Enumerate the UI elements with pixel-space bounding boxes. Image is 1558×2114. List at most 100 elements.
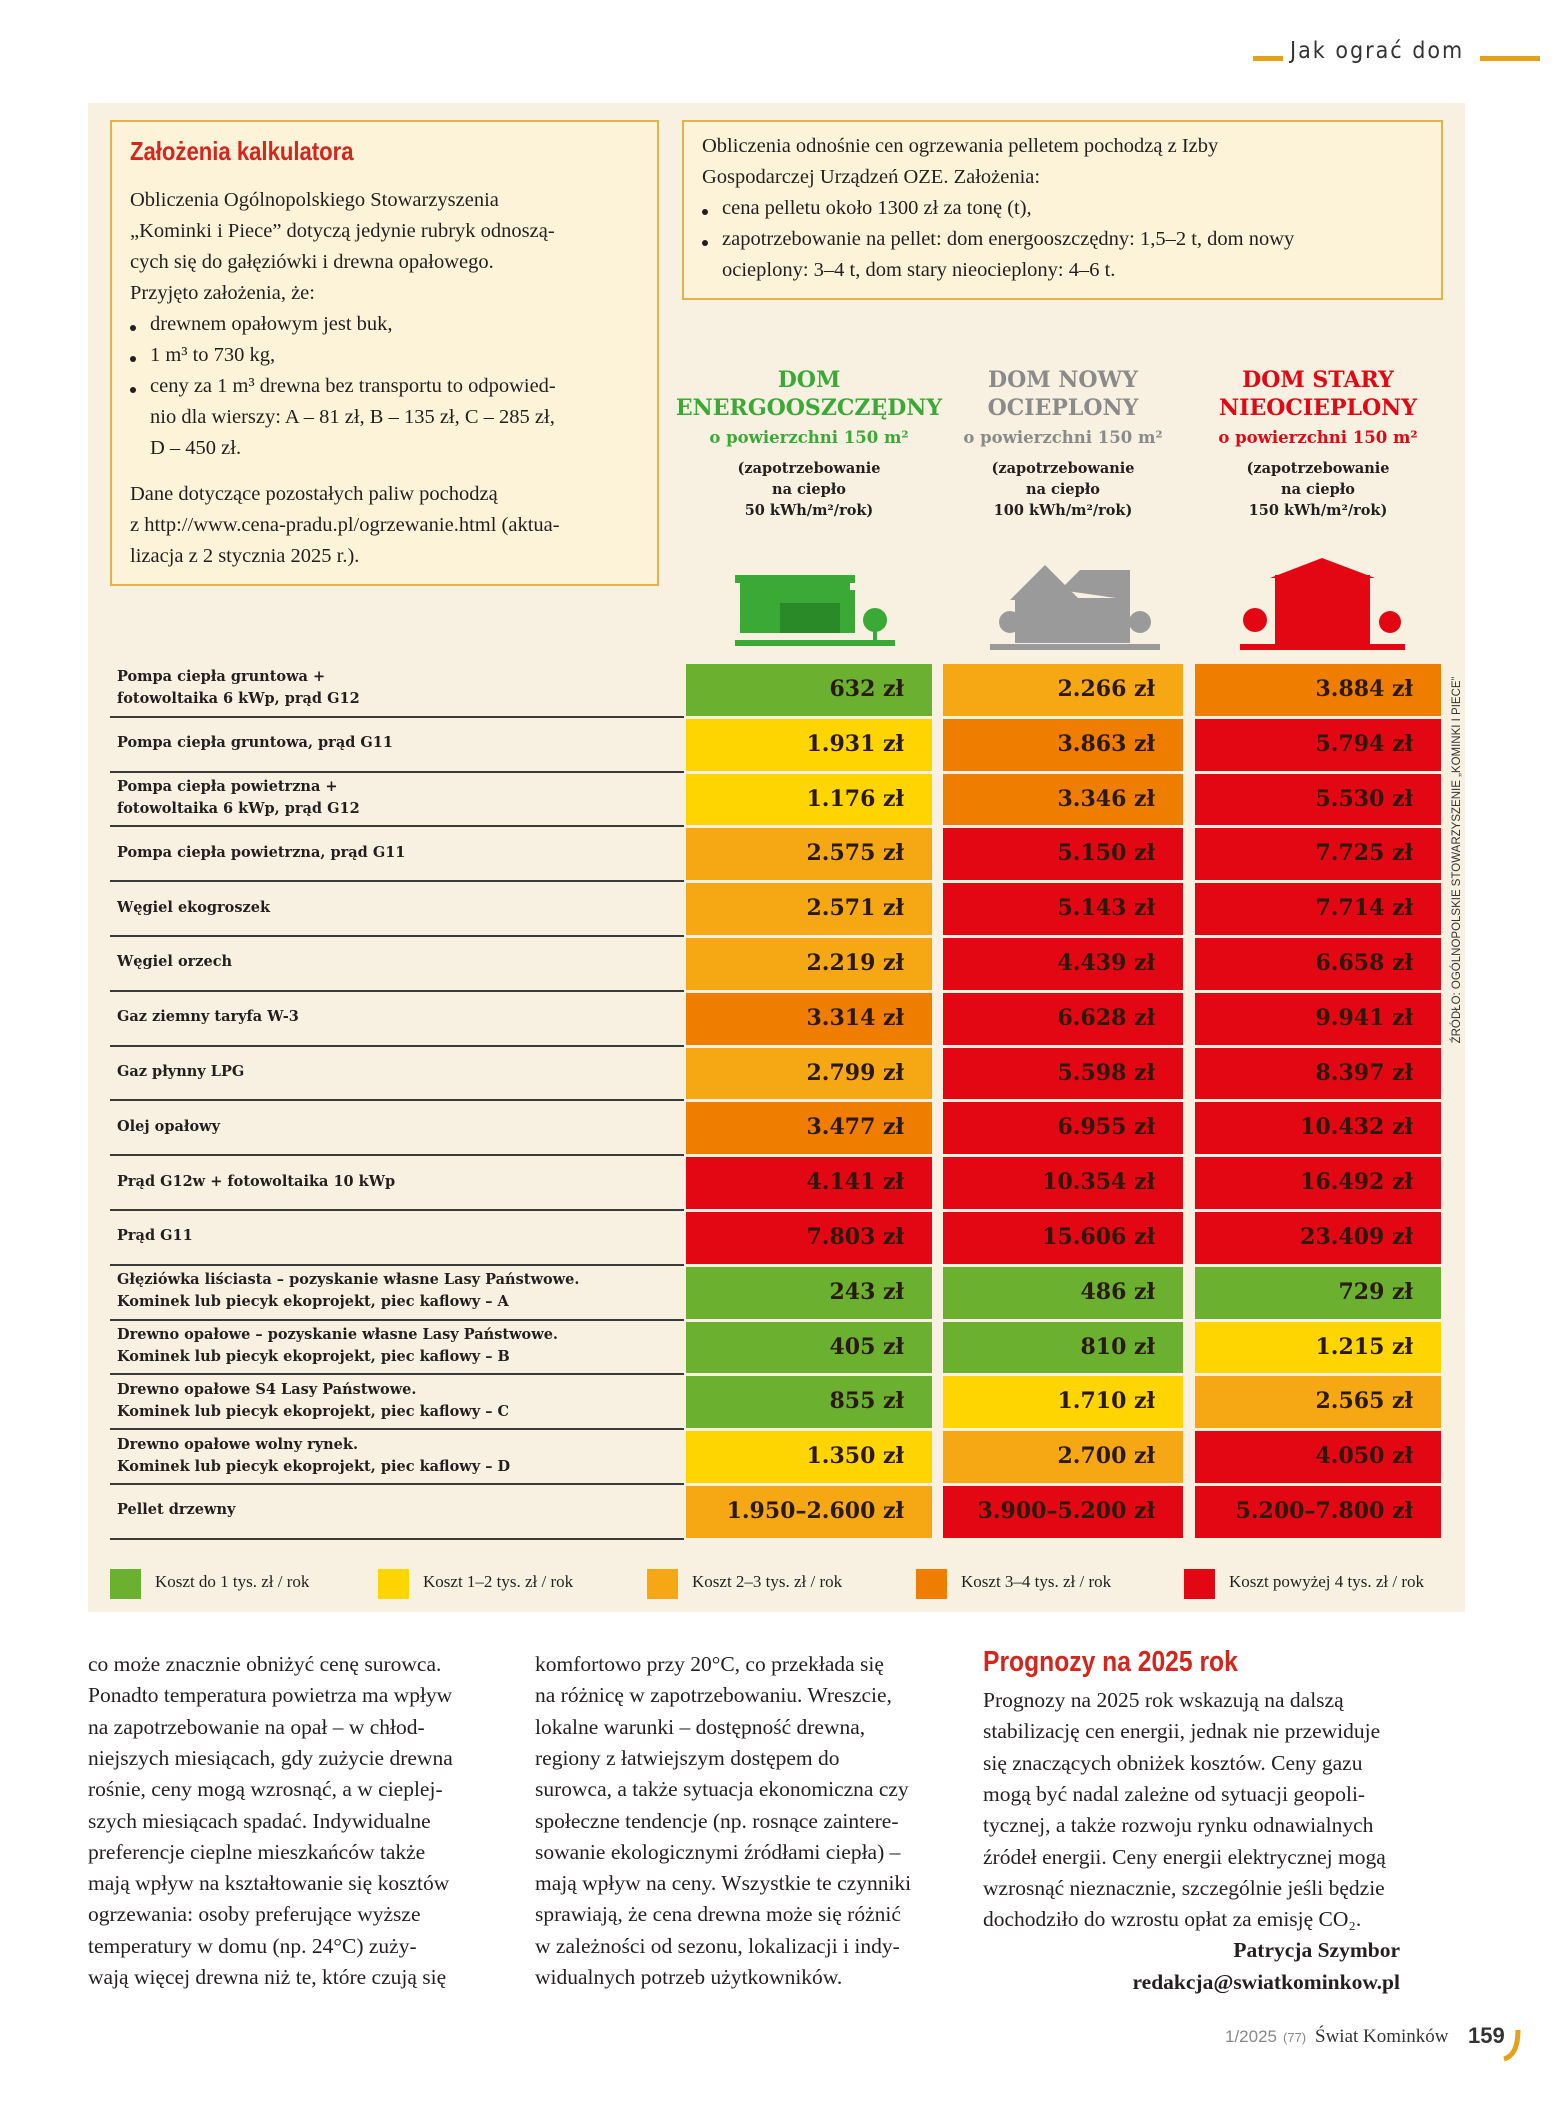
row-rule bbox=[110, 1537, 684, 1540]
column-subtitle: o powierzchni 150 m² bbox=[709, 428, 909, 447]
article-text: dochodziło do wzrostu opłat za emisję CO… bbox=[983, 1907, 1362, 1932]
table-cell: 1.710 zł bbox=[943, 1376, 1183, 1429]
bullet-line: zapotrzebowanie na pellet: dom energoosz… bbox=[722, 228, 1295, 250]
article-text: szych miesiącach spadać. Indywidualne bbox=[88, 1808, 431, 1833]
row-label: Prąd G11 bbox=[117, 1227, 193, 1245]
row-rule bbox=[110, 880, 684, 883]
article-text: tycznej, a także rozwoju rynku odnawialn… bbox=[983, 1813, 1374, 1838]
bullet-line: ocieplony: 3–4 t, dom stary nieocieplony… bbox=[722, 259, 1116, 281]
column-note: (zapotrzebowanie bbox=[737, 460, 881, 477]
column-title: DOM STARY bbox=[1242, 367, 1394, 393]
row-label: Pompa ciepła gruntowa, prąd G11 bbox=[117, 734, 393, 752]
legend-swatch bbox=[1184, 1569, 1215, 1599]
article-text: widualnych potrzeb użytkowników. bbox=[535, 1965, 843, 1989]
table-cell: 3.884 zł bbox=[1195, 664, 1441, 716]
bullet-dot bbox=[130, 325, 136, 331]
row-rule bbox=[110, 989, 684, 992]
article-text: niejszych miesiącach, gdy zużycie drewna bbox=[88, 1745, 453, 1770]
row-rule bbox=[110, 1099, 684, 1102]
article-text: źródeł energii. Ceny energii elektryczne… bbox=[983, 1844, 1386, 1869]
row-rule bbox=[110, 715, 684, 718]
article-text: ogrzewania: osoby preferujące wyższe bbox=[88, 1902, 421, 1927]
issue-number: (77) bbox=[1283, 2030, 1307, 2045]
footer-hook bbox=[1503, 2029, 1521, 2062]
bullet-dot bbox=[130, 387, 136, 393]
magazine: Świat Kominków bbox=[1315, 2026, 1449, 2047]
column-note: (zapotrzebowanie bbox=[991, 460, 1135, 477]
article-text: społeczne tendencje (np. rosnące zainter… bbox=[535, 1808, 899, 1833]
article-text: na zapotrzebowanie na opał – w chłod- bbox=[88, 1714, 425, 1739]
row-label: Węgiel orzech bbox=[117, 953, 233, 971]
bullet-dot bbox=[702, 209, 708, 215]
table-cell: 3.314 zł bbox=[686, 992, 932, 1045]
table-cell: 6.658 zł bbox=[1195, 938, 1441, 990]
row-label: Gaz ziemny taryfa W-3 bbox=[117, 1008, 299, 1026]
table-cell: 855 zł bbox=[686, 1376, 932, 1429]
table-cell: 7.803 zł bbox=[686, 1212, 932, 1264]
article-text: mają wpływ na kształtowanie się kosztów bbox=[88, 1871, 450, 1896]
row-label: Kominek lub piecyk ekoprojekt, piec kafl… bbox=[117, 1293, 509, 1311]
row-rule bbox=[110, 935, 684, 937]
article-heading: Prognozy na 2025 rok bbox=[983, 1646, 1238, 1678]
article-text: Prognozy na 2025 rok wskazują na dalszą bbox=[983, 1688, 1344, 1712]
article-text: co może znacznie obniżyć cenę surowca. bbox=[88, 1652, 442, 1676]
bullet-line: nio dla wierszy: A – 81 zł, B – 135 zł, … bbox=[150, 406, 555, 428]
table-cell: 8.397 zł bbox=[1195, 1047, 1441, 1100]
assumptions-text: Dane dotyczące pozostałych paliw pochodz… bbox=[130, 483, 498, 505]
article-text: rośnie, ceny mogą wzrosnąć, a w cieplej- bbox=[88, 1777, 443, 1802]
table-cell: 9.941 zł bbox=[1195, 992, 1441, 1045]
article-text: surowca, a także sytuacja ekonomiczna cz… bbox=[535, 1777, 909, 1802]
table-cell: 3.477 zł bbox=[686, 1102, 932, 1155]
article-text: się znaczących obniżek kosztów. Ceny gaz… bbox=[983, 1750, 1363, 1775]
row-label: Drewno opałowe wolny rynek. bbox=[117, 1435, 358, 1453]
table-cell: 4.050 zł bbox=[1195, 1431, 1441, 1483]
column-subtitle: o powierzchni 150 m² bbox=[963, 428, 1163, 447]
bullet-line: ceny za 1 m³ drewna bez transportu to od… bbox=[150, 375, 556, 397]
column-note: na ciepło bbox=[1026, 481, 1100, 498]
source-note: ŹRÓDŁO: OGÓLNOPOLSKIE STOWARZYSZENIE „KO… bbox=[1451, 676, 1463, 1044]
table-cell: 3.346 zł bbox=[943, 773, 1183, 826]
assumptions-box bbox=[110, 120, 659, 586]
issue: 1/2025 bbox=[1225, 2027, 1277, 2046]
table-cell: 6.955 zł bbox=[943, 1102, 1183, 1155]
column-note: na ciepło bbox=[1281, 481, 1355, 498]
bullet-dot bbox=[130, 356, 136, 362]
table-cell: 1.950–2.600 zł bbox=[686, 1486, 932, 1538]
table-cell: 4.141 zł bbox=[686, 1157, 932, 1209]
article-text: lokalne warunki – dostępność drewna, bbox=[535, 1714, 866, 1739]
row-label: fotowoltaika 6 kWp, prąd G12 bbox=[117, 800, 360, 817]
table-cell: 2.799 zł bbox=[686, 1047, 932, 1100]
row-rule bbox=[110, 1044, 684, 1047]
article-text: wzrosnąć nieznacznie, szczególnie jeśli … bbox=[983, 1875, 1385, 1900]
row-label: Kominek lub piecyk ekoprojekt, piec kafl… bbox=[117, 1402, 510, 1420]
row-rule bbox=[110, 825, 684, 828]
table-cell: 16.492 zł bbox=[1195, 1157, 1441, 1209]
table-cell: 2.700 zł bbox=[943, 1431, 1183, 1483]
row-rule bbox=[110, 1263, 684, 1266]
bullet-line: cena pelletu około 1300 zł za tonę (t), bbox=[722, 197, 1032, 219]
assumptions-text: lizacja z 2 stycznia 2025 r.). bbox=[130, 545, 360, 567]
article-text: Ponadto temperatura powietrza ma wpływ bbox=[88, 1683, 453, 1708]
legend-swatch bbox=[916, 1569, 947, 1599]
header-bar-right bbox=[1480, 56, 1540, 61]
column-title: NIEOCIEPLONY bbox=[1219, 395, 1417, 421]
row-label: Pompa ciepła gruntowa + bbox=[117, 668, 326, 686]
legend-swatch bbox=[378, 1569, 409, 1599]
pellet-text: Gospodarczej Urządzeń OZE. Założenia: bbox=[702, 166, 1041, 188]
article-text: stabilizację cen energii, jednak nie prz… bbox=[983, 1719, 1381, 1744]
table-cell: 243 zł bbox=[686, 1266, 932, 1319]
table-cell: 1.176 zł bbox=[686, 773, 932, 826]
legend-swatch bbox=[110, 1569, 141, 1599]
table-cell: 15.606 zł bbox=[943, 1212, 1183, 1264]
row-label: Drewno opałowe S4 Lasy Państwowe. bbox=[117, 1380, 417, 1398]
column-note: na ciepło bbox=[772, 481, 846, 498]
column-note: 150 kWh/m²/rok) bbox=[1248, 502, 1388, 519]
column-title: ENERGOOSZCZĘDNY bbox=[675, 395, 943, 421]
row-label: Drewno opałowe – pozyskanie własne Lasy … bbox=[117, 1326, 558, 1343]
column-note: (zapotrzebowanie bbox=[1246, 460, 1390, 477]
table-cell: 10.354 zł bbox=[943, 1157, 1183, 1209]
table-cell: 810 zł bbox=[943, 1321, 1183, 1374]
legend-label: Koszt 3–4 tys. zł / rok bbox=[961, 1572, 1112, 1591]
assumptions-text: z http://www.cena-pradu.pl/ogrzewanie.ht… bbox=[130, 514, 560, 536]
